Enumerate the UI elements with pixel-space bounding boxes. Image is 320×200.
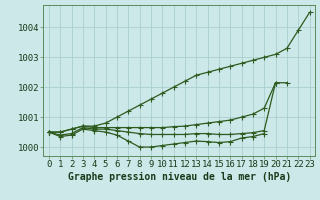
X-axis label: Graphe pression niveau de la mer (hPa): Graphe pression niveau de la mer (hPa) <box>68 172 291 182</box>
